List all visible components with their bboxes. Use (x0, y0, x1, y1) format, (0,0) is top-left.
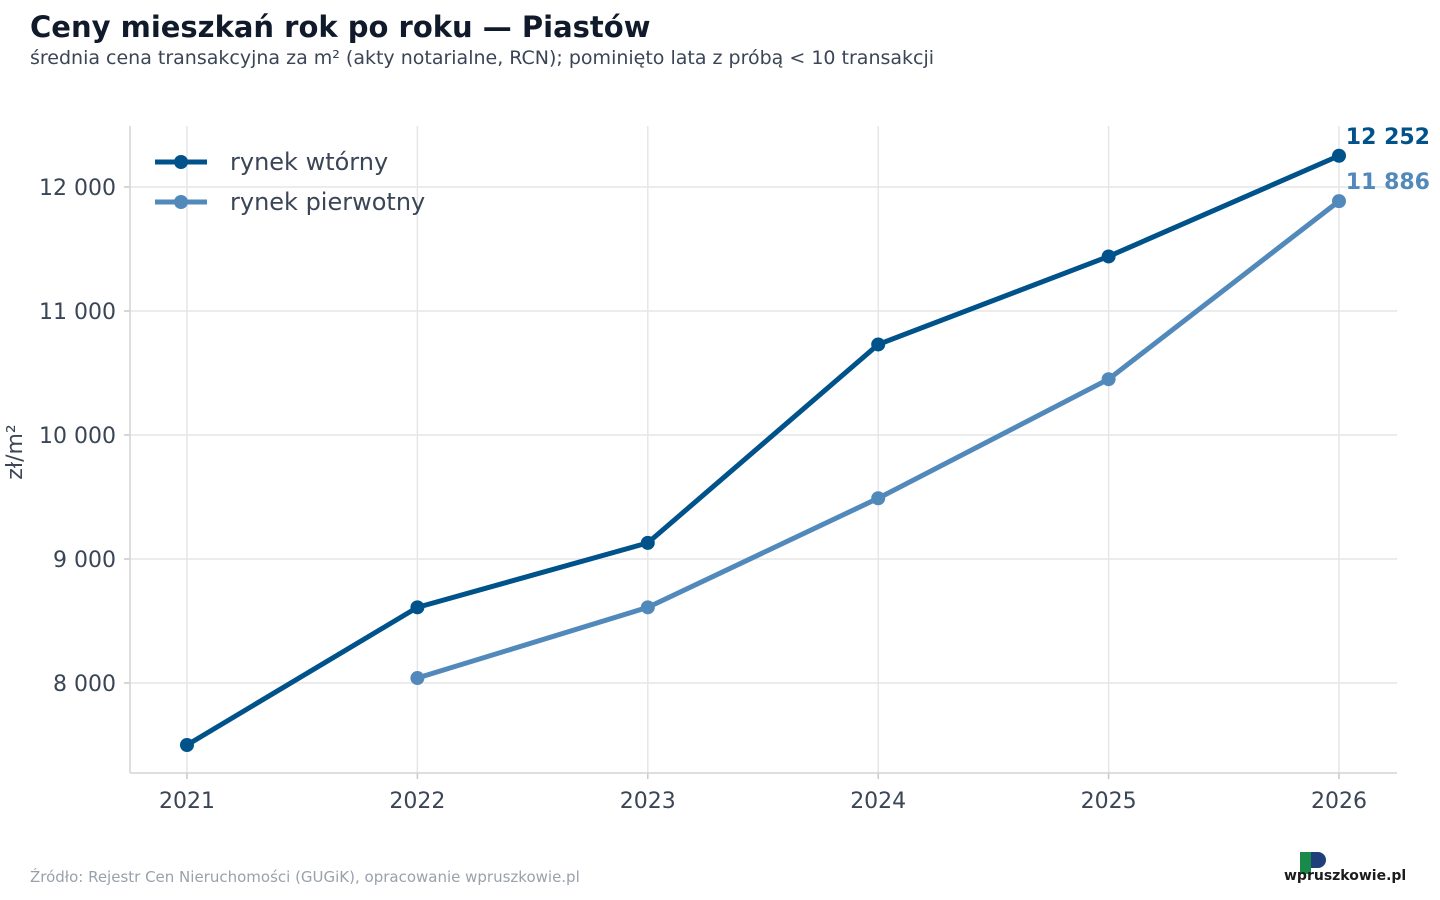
x-tick-label: 2024 (850, 789, 906, 814)
chart-title: Ceny mieszkań rok po roku — Piastów (30, 10, 651, 44)
end-value-label: 12 252 (1346, 125, 1430, 150)
x-tick-label: 2022 (389, 789, 445, 814)
data-point (180, 738, 194, 752)
data-point (1101, 372, 1116, 387)
legend-swatch-marker (174, 195, 188, 209)
end-value-label: 11 886 (1346, 170, 1430, 195)
x-tick-label: 2026 (1311, 789, 1367, 814)
data-point (1332, 194, 1346, 209)
series-line-0 (184, 153, 1342, 748)
data-point (410, 600, 425, 615)
series-layer: 11 886 12 252 (180, 125, 1430, 752)
data-point (640, 535, 655, 550)
y-tick-label: 8 000 (53, 672, 116, 697)
legend-label: rynek pierwotny (230, 188, 425, 216)
data-point (871, 491, 886, 506)
legend-swatch-marker (174, 155, 188, 169)
y-tick-label: 9 000 (53, 548, 116, 573)
axis-layer: 2021 2022 2023 2024 2025 2026 8 000 9 000 10 000… (39, 126, 1397, 814)
x-tick-label: 2021 (159, 789, 215, 814)
logo-mark-icon (1300, 852, 1326, 874)
legend: rynek wtórny rynek pierwotny (155, 148, 425, 216)
data-point (1101, 249, 1116, 264)
data-point (640, 600, 655, 615)
y-tick-label: 12 000 (39, 176, 116, 201)
site-logo[interactable]: wpruszkowie.pl (1284, 852, 1414, 892)
grid-layer (130, 126, 1397, 773)
legend-label: rynek wtórny (230, 148, 388, 176)
x-tick-label: 2023 (620, 789, 676, 814)
chart-subtitle: średnia cena transakcyjna za m² (akty no… (30, 47, 935, 69)
data-point (871, 337, 886, 352)
data-point (410, 671, 425, 686)
y-axis-label: zł/m² (3, 424, 28, 479)
logo-text: wpruszkowie.pl (1284, 868, 1407, 884)
x-tick-label: 2025 (1081, 789, 1137, 814)
source-note: Źródło: Rejestr Cen Nieruchomości (GUGiK… (30, 868, 580, 886)
y-tick-label: 10 000 (39, 424, 116, 449)
y-tick-label: 11 000 (39, 300, 116, 325)
data-point (1332, 148, 1346, 163)
